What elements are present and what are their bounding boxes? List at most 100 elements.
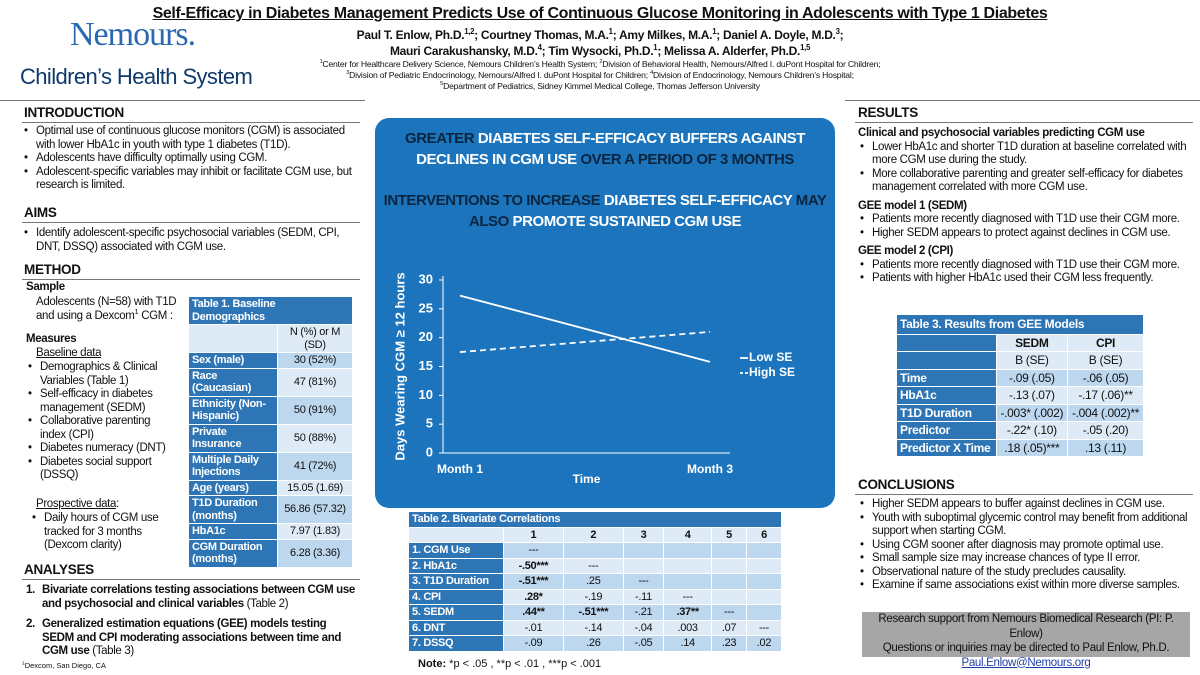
- superscript: 1: [319, 59, 323, 66]
- item-bold: Generalized estimation equations (GEE) m…: [42, 618, 342, 657]
- text-span: ; Melissa A. Alderfer, Ph.D.: [657, 44, 801, 58]
- footnote-text: Dexcom, San Diego, CA: [24, 661, 106, 670]
- author-line: Paul T. Enlow, Ph.D.1,2; Courtney Thomas…: [300, 27, 900, 43]
- superscript: 1: [134, 306, 139, 316]
- table-title: Table 1. Baseline Demographics: [188, 296, 353, 325]
- legend-label: High SE: [749, 365, 795, 379]
- bullet-item: Self-efficacy in diabetes management (SE…: [26, 388, 176, 415]
- superscript: 1,2: [464, 27, 475, 36]
- table-row: HbA1c -.13 (.07) -.17 (.06)**: [896, 386, 1144, 405]
- text-span: Division of Behavioral Health, Nemours/A…: [602, 59, 881, 69]
- table-row: Race (Caucasian) 47 (81%): [188, 367, 353, 397]
- bullet-item: Lower HbA1c and shorter T1D duration at …: [858, 141, 1193, 168]
- column-header: 1: [503, 526, 564, 543]
- row-label: Predictor: [896, 421, 997, 440]
- bullet-item: Daily hours of CGM use tracked for 3 mon…: [30, 512, 180, 553]
- finding-span: DIABETES SELF-EFFICACY BUFFERS AGAINST D…: [416, 130, 805, 168]
- table-note: Note: *p < .05 , **p < .01 , ***p < .001: [418, 658, 601, 670]
- table-cell: .003: [663, 619, 713, 636]
- bullet-item: Diabetes social support (DSSQ): [26, 456, 176, 483]
- table-cell: -.06 (.05): [1067, 368, 1144, 387]
- blank-cell: [622, 557, 665, 574]
- table-cell: ---: [503, 542, 564, 559]
- table-row: T1D Duration (months) 56.86 (57.32): [188, 495, 353, 524]
- table-cell: .26: [562, 635, 624, 652]
- row-label: Ethnicity (Non-Hispanic): [188, 395, 278, 425]
- subheading: Clinical and psychosocial variables pred…: [858, 127, 1145, 139]
- subheading-text: :: [116, 498, 119, 510]
- blank-cell: [746, 542, 782, 559]
- bullet-item: Adolescents have difficulty optimally us…: [22, 152, 360, 166]
- legend-label: Low SE: [749, 350, 792, 364]
- table-cell: -.22* (.10): [995, 421, 1069, 440]
- table-cell: .07: [711, 619, 748, 636]
- rule: [22, 122, 360, 123]
- x-tick-label: Month 3: [687, 462, 733, 476]
- bullet-list: Higher SEDM appears to buffer against de…: [858, 498, 1193, 593]
- blank-cell: [408, 526, 504, 543]
- superscript: 1,5: [800, 43, 811, 52]
- rule: [855, 494, 1193, 495]
- email-link[interactable]: Paul.Enlow@Nemours.org: [961, 656, 1091, 669]
- bullet-item: Diabetes numeracy (DNT): [26, 442, 176, 456]
- blank-cell: [663, 557, 713, 574]
- row-label: Age (years): [188, 479, 278, 496]
- rule: [855, 122, 1193, 123]
- table-cell: -.51***: [562, 604, 624, 621]
- footnote: 1Dexcom, San Diego, CA: [22, 661, 106, 670]
- table-row: SEDM CPI: [896, 333, 1144, 352]
- x-tick-label: Month 1: [437, 462, 483, 476]
- series-line: [459, 331, 711, 353]
- bullet-item: Examine if same associations exist withi…: [858, 579, 1193, 593]
- text-span: CGM :: [138, 309, 173, 322]
- row-label: HbA1c: [188, 523, 278, 540]
- blank-cell: [896, 351, 997, 370]
- blank-cell: [711, 588, 748, 605]
- table-cell: 6.28 (3.36): [277, 538, 353, 568]
- table-cell: ---: [711, 604, 748, 621]
- superscript: 1: [22, 661, 25, 667]
- bullet-item: Collaborative parenting index (CPI): [26, 415, 176, 442]
- text-span: Center for Healthcare Delivery Science, …: [322, 59, 600, 69]
- superscript: 1: [608, 27, 613, 36]
- column-header: 3: [622, 526, 665, 543]
- row-label: 3. T1D Duration: [408, 573, 504, 590]
- section-heading: RESULTS: [858, 105, 918, 120]
- table-cell: -.09 (.05): [995, 368, 1069, 387]
- row-label: 2. HbA1c: [408, 557, 504, 574]
- text-span: ; Tim Wysocki, Ph.D.: [541, 44, 654, 58]
- affiliations: 1Center for Healthcare Delivery Science,…: [250, 59, 950, 92]
- sample-text: Adolescents (N=58) with T1D and using a …: [36, 296, 186, 323]
- finding-span: GREATER: [405, 130, 478, 147]
- numbered-item: 2. Generalized estimation equations (GEE)…: [26, 618, 358, 659]
- blank-cell: [746, 573, 782, 590]
- text-span: ; Amy Milkes, M.A.: [612, 28, 713, 42]
- subheading: Prospective data:: [36, 498, 119, 512]
- blank-cell: [622, 542, 665, 559]
- results-text: Clinical and psychosocial variables pred…: [858, 127, 1193, 286]
- table-row: 1. CGM Use ---: [408, 542, 782, 559]
- table-row: Age (years) 15.05 (1.69): [188, 479, 353, 496]
- section-heading: METHOD: [24, 262, 81, 277]
- column-header: CPI: [1067, 333, 1144, 352]
- table-cell: -.51***: [503, 573, 564, 590]
- table-cell: 56.86 (57.32): [277, 495, 353, 524]
- table-cell: ---: [663, 588, 713, 605]
- table: Table 2. Bivariate Correlations 1 2 3 4 5 6 1. …: [408, 511, 782, 652]
- support-line: Questions or inquiries may be directed t…: [882, 642, 1170, 654]
- table-cell: -.13 (.07): [995, 386, 1069, 405]
- table-cell: 15.05 (1.69): [277, 479, 353, 496]
- y-tick-label: 25: [419, 300, 433, 315]
- row-label: T1D Duration (months): [188, 495, 278, 524]
- table-cell: ---: [746, 619, 782, 636]
- table-row: Predictor -.22* (.10) -.05 (.20): [896, 421, 1144, 440]
- subheading: Baseline data: [36, 347, 102, 359]
- rule: [22, 279, 360, 280]
- row-label: HbA1c: [896, 386, 997, 405]
- table-cell: -.50***: [503, 557, 564, 574]
- text-span: Division of Endocrinology, Nemours Child…: [653, 70, 854, 80]
- row-label: 7. DSSQ: [408, 635, 504, 652]
- chart: 0 5 10 15 20 25 30 Month 1 Month 3 Time Days Weari…: [375, 118, 835, 508]
- table-row: Predictor X Time .18 (.05)*** .13 (.11): [896, 438, 1144, 457]
